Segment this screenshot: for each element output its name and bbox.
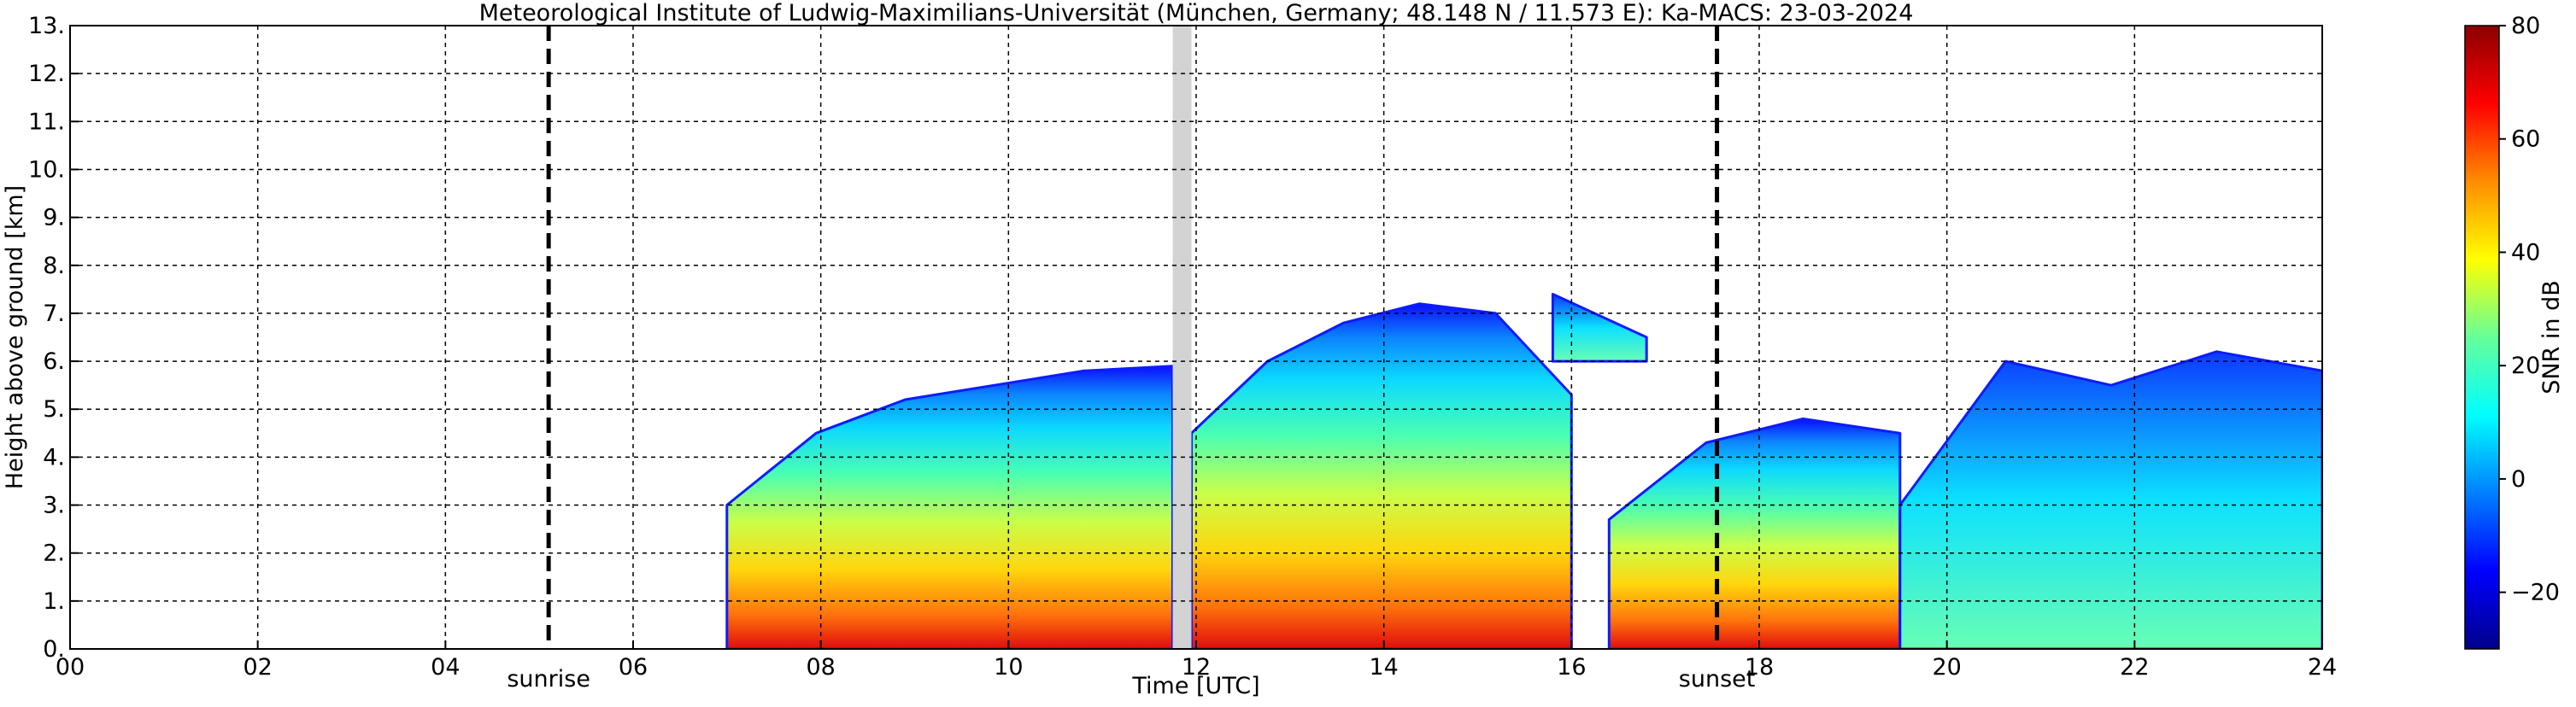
x-tick-label: 14 [1369, 654, 1398, 681]
x-tick-label: 08 [806, 654, 835, 681]
x-tick-label: 24 [2308, 654, 2337, 681]
x-tick-label: 06 [619, 654, 648, 681]
y-tick-label: 5. [43, 396, 65, 423]
x-tick-label: 12 [1182, 654, 1211, 681]
colorbar-bar [2464, 25, 2500, 650]
echo-region-stratiform-main [725, 365, 1174, 649]
y-axis-label: Height above ground [km] [2, 185, 28, 489]
echo-region-convective-afternoon [1607, 418, 1902, 649]
chart-title: Meteorological Institute of Ludwig-Maxim… [479, 0, 1914, 26]
y-tick-label: 2. [43, 540, 65, 567]
x-tick-label: 04 [431, 654, 460, 681]
y-tick-label: 1. [43, 588, 65, 615]
y-tick-label: 8. [43, 253, 65, 279]
x-tick-label: 20 [1932, 654, 1961, 681]
x-tick-label: 22 [2120, 654, 2149, 681]
colorbar-tick-label: 40 [2511, 239, 2540, 266]
y-tick-label: 11. [28, 108, 65, 135]
x-tick-label: 10 [994, 654, 1023, 681]
y-tick-label: 3. [43, 493, 65, 519]
colorbar-tick-label: 20 [2511, 353, 2540, 379]
sunrise-label: sunrise [507, 666, 590, 692]
x-tick-label: 00 [56, 654, 85, 681]
y-tick-label: 12. [28, 61, 65, 87]
colorbar-tick-label: 60 [2511, 126, 2540, 153]
y-tick-label: 10. [28, 156, 65, 183]
colorbar-tick-label: 80 [2511, 13, 2540, 39]
colorbar-tick-label: 0 [2511, 466, 2526, 493]
y-tick-label: 4. [43, 444, 65, 470]
colorbar-label: SNR in dB [2538, 280, 2565, 394]
echo-region-evening-cells [1898, 350, 2322, 649]
sunset-label: sunset [1679, 666, 1756, 692]
colorbar-tick-label: −20 [2511, 580, 2560, 606]
echo-region-elevated-cell [1551, 293, 1648, 363]
y-tick-label: 0. [43, 636, 65, 663]
x-tick-label: 02 [243, 654, 272, 681]
y-tick-label: 9. [43, 205, 65, 231]
x-axis-label: Time [UTC] [1131, 673, 1259, 699]
y-tick-label: 7. [43, 301, 65, 327]
data-gap-bar [1172, 26, 1192, 649]
y-tick-label: 6. [43, 348, 65, 375]
x-tick-label: 18 [1745, 654, 1774, 681]
x-tick-label: 16 [1557, 654, 1586, 681]
y-tick-label: 13. [28, 13, 65, 39]
